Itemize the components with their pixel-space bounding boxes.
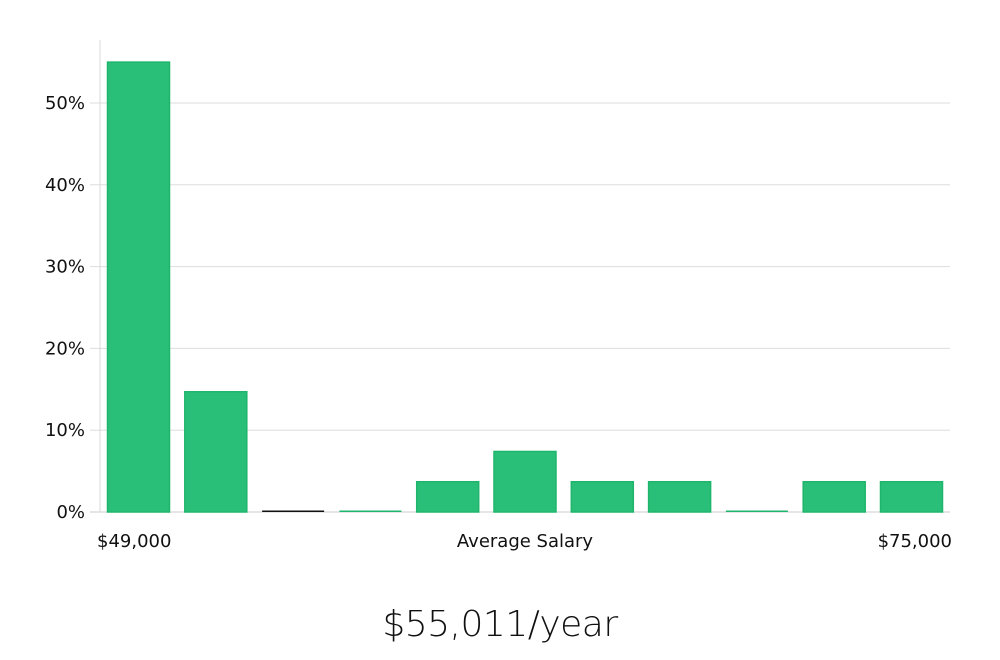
y-tick-label: 20% (45, 338, 85, 359)
y-tick-label: 0% (56, 502, 85, 523)
y-tick-label: 40% (45, 175, 85, 196)
y-tick-label: 10% (45, 420, 85, 441)
bar (879, 480, 944, 513)
y-tick-label: 50% (45, 93, 85, 114)
x-axis-title: Average Salary (457, 531, 594, 552)
bar (802, 480, 866, 513)
bar (725, 510, 788, 512)
bar (493, 450, 557, 513)
bar (647, 480, 712, 513)
x-max-label: $75,000 (878, 531, 952, 552)
average-salary-headline: $55,011/year (382, 604, 618, 645)
y-axis-ticks: 0% 10% 20% 30% 40% 50% (45, 93, 85, 523)
bar (415, 480, 480, 513)
x-min-label: $49,000 (97, 531, 171, 552)
y-tick-label: 30% (45, 257, 85, 278)
bar (106, 61, 171, 513)
bars (106, 61, 944, 513)
bar (570, 480, 635, 513)
bar (184, 391, 248, 513)
salary-histogram: 0% 10% 20% 30% 40% 50% $49,000 Average Salary… (45, 40, 952, 552)
bar (339, 510, 402, 512)
bar (262, 510, 325, 512)
